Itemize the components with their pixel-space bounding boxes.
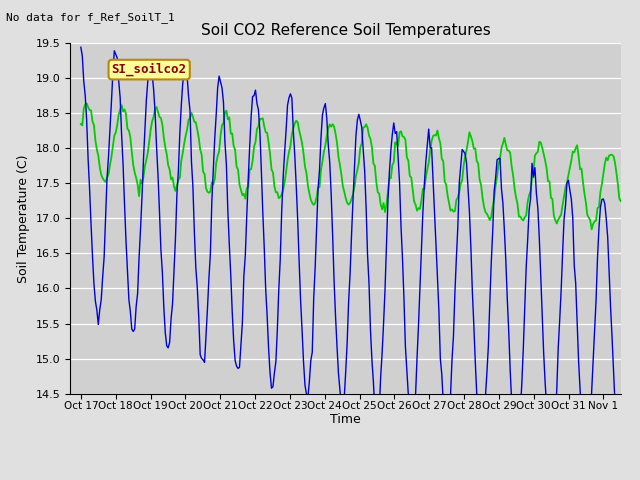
Title: Soil CO2 Reference Soil Temperatures: Soil CO2 Reference Soil Temperatures xyxy=(201,23,490,38)
Text: SI_soilco2: SI_soilco2 xyxy=(112,63,187,76)
Legend: Ref_ST -8cm, Ref_ST -2cm: Ref_ST -8cm, Ref_ST -2cm xyxy=(212,477,479,480)
X-axis label: Time: Time xyxy=(330,413,361,426)
Y-axis label: Soil Temperature (C): Soil Temperature (C) xyxy=(17,154,30,283)
Text: No data for f_Ref_SoilT_1: No data for f_Ref_SoilT_1 xyxy=(6,12,175,23)
